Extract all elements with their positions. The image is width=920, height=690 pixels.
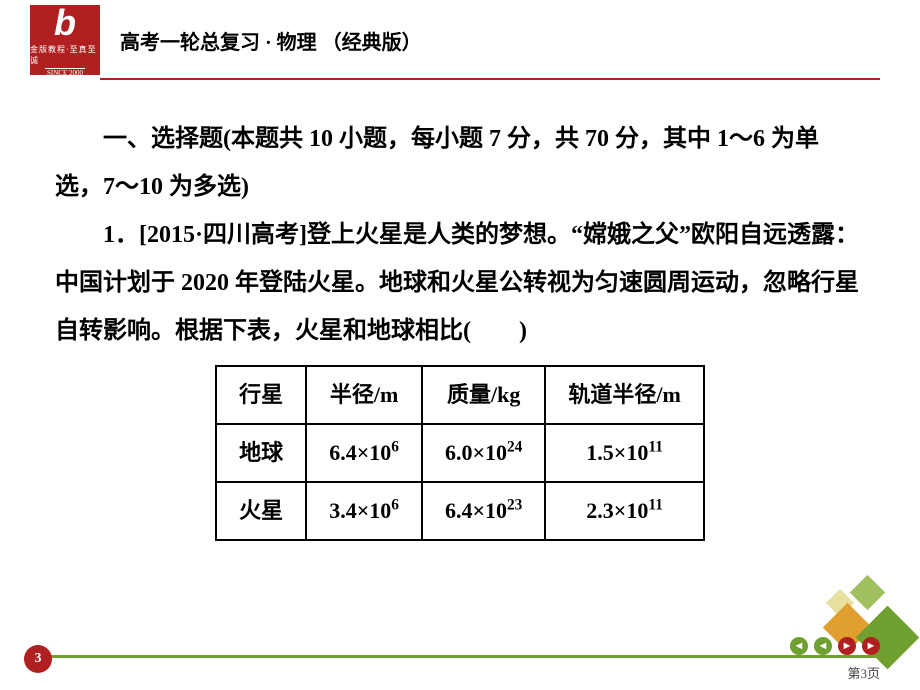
next-page-button[interactable]: ► [838, 637, 856, 655]
col-planet: 行星 [216, 366, 306, 424]
header-divider [100, 78, 880, 80]
cell-orbit: 1.5×1011 [545, 424, 703, 482]
prev-page-button[interactable]: ◄ [814, 637, 832, 655]
cell-radius: 3.4×106 [306, 482, 422, 540]
cell-mass: 6.4×1023 [422, 482, 545, 540]
cell-radius: 6.4×106 [306, 424, 422, 482]
nav-button-group: ◄ ◄ ► ► [790, 637, 880, 655]
col-mass: 质量/kg [422, 366, 545, 424]
col-radius: 半径/m [306, 366, 422, 424]
cell-orbit: 2.3×1011 [545, 482, 703, 540]
page-title: 高考一轮总复习 · 物理 （经典版） [120, 26, 422, 55]
first-page-button[interactable]: ◄ [790, 637, 808, 655]
logo-tagline: 金版教程·至真至诚 [30, 44, 100, 66]
cell-planet: 地球 [216, 424, 306, 482]
last-page-button[interactable]: ► [862, 637, 880, 655]
col-orbit: 轨道半径/m [545, 366, 703, 424]
header: b 金版教程·至真至诚 SINCE 2000 高考一轮总复习 · 物理 （经典版… [0, 0, 920, 80]
planet-data-table: 行星 半径/m 质量/kg 轨道半径/m 地球 6.4×106 6.0×1024… [215, 365, 705, 541]
table-header-row: 行星 半径/m 质量/kg 轨道半径/m [216, 366, 704, 424]
logo-letter: b [54, 2, 76, 44]
footer-divider [30, 655, 890, 658]
q1-source: 1．[2015·四川高考] [103, 222, 307, 248]
page-badge: 3 [24, 645, 52, 673]
logo-since: SINCE 2000 [45, 68, 85, 78]
deco-diamond-icon [850, 575, 885, 610]
table-row: 地球 6.4×106 6.0×1024 1.5×1011 [216, 424, 704, 482]
cell-planet: 火星 [216, 482, 306, 540]
footer: 3 ◄ ◄ ► ► 第3页 [0, 655, 920, 690]
cell-mass: 6.0×1024 [422, 424, 545, 482]
main-content: 一、选择题(本题共 10 小题，每小题 7 分，共 70 分，其中 1～6 为单… [0, 80, 920, 541]
brand-logo: b 金版教程·至真至诚 SINCE 2000 [30, 5, 100, 75]
page-number-label: 第3页 [847, 663, 880, 682]
table-row: 火星 3.4×106 6.4×1023 2.3×1011 [216, 482, 704, 540]
section-heading: 一、选择题(本题共 10 小题，每小题 7 分，共 70 分，其中 1～6 为单… [55, 115, 865, 211]
question-1: 1．[2015·四川高考]登上火星是人类的梦想。“嫦娥之父”欧阳自远透露：中国计… [55, 211, 865, 355]
